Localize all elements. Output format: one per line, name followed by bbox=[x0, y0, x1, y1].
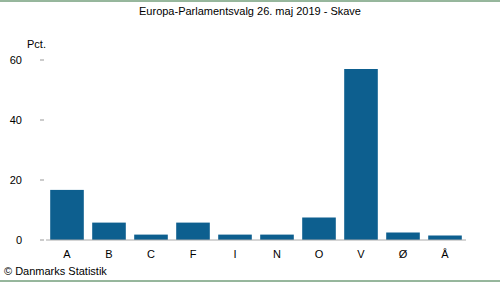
y-tick-label: 60 bbox=[10, 54, 22, 66]
x-tick-label: V bbox=[357, 248, 365, 260]
y-label: Pct. bbox=[27, 38, 46, 50]
x-tick-label: I bbox=[233, 248, 236, 260]
y-tick bbox=[40, 240, 44, 241]
title: Europa-Parlamentsvalg 26. maj 2019 - Ska… bbox=[139, 5, 361, 17]
y-tick bbox=[40, 60, 44, 61]
bar bbox=[92, 223, 126, 240]
chart: Europa-Parlamentsvalg 26. maj 2019 - Ska… bbox=[0, 0, 500, 282]
y-tick bbox=[40, 120, 44, 121]
frame-top bbox=[0, 1, 500, 2]
bar bbox=[428, 236, 462, 241]
bar bbox=[344, 69, 378, 240]
x-tick-label: F bbox=[190, 248, 197, 260]
bar bbox=[260, 235, 294, 240]
source: © Danmarks Statistik bbox=[4, 265, 107, 277]
y-tick-label: 20 bbox=[10, 174, 22, 186]
bar bbox=[176, 223, 210, 240]
bar bbox=[218, 235, 252, 240]
x-tick-label: A bbox=[63, 248, 71, 260]
bars bbox=[50, 69, 462, 240]
frame-bottom bbox=[0, 281, 500, 282]
x-tick-label: N bbox=[273, 248, 281, 260]
x-tick-label: O bbox=[315, 248, 324, 260]
x-tick-label: B bbox=[105, 248, 112, 260]
y-tick-label: 40 bbox=[10, 114, 22, 126]
bar bbox=[302, 218, 336, 241]
x-tick-label: Å bbox=[441, 248, 449, 260]
bar bbox=[386, 233, 420, 241]
x-tick-label: C bbox=[147, 248, 155, 260]
y-tick-label: 0 bbox=[16, 234, 22, 246]
x-axis bbox=[46, 240, 466, 241]
bar bbox=[134, 235, 168, 240]
y-tick bbox=[40, 180, 44, 181]
x-tick-label: Ø bbox=[399, 248, 408, 260]
bar bbox=[50, 190, 84, 240]
